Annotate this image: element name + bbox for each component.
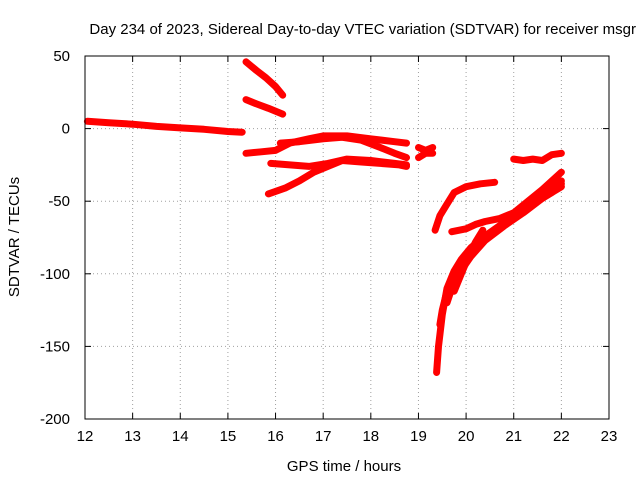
x-tick-label: 21 xyxy=(505,428,522,445)
y-tick-label: -150 xyxy=(40,338,70,355)
x-tick-label: 19 xyxy=(410,428,427,445)
chart-title: Day 234 of 2023, Sidereal Day-to-day VTE… xyxy=(89,21,636,38)
y-axis-label: SDTVAR / TECUs xyxy=(6,177,23,297)
axis-ticks: 12 13 14 15 16 17 18 19 20 21 22 23 50 0 -50 -100 -150 -2… xyxy=(40,48,617,445)
x-tick-label: 22 xyxy=(553,428,570,445)
trace-trace-6 xyxy=(264,157,410,198)
trace-trace-9 xyxy=(415,144,437,154)
x-tick-label: 12 xyxy=(77,428,94,445)
trace-trace-10 xyxy=(431,178,499,234)
plot-frame xyxy=(84,55,610,420)
data-traces xyxy=(83,58,565,376)
x-tick-label: 13 xyxy=(124,428,141,445)
x-tick-label: 14 xyxy=(172,428,189,445)
trace-trace-1 xyxy=(83,117,246,136)
x-tick-label: 15 xyxy=(220,428,237,445)
trace-trace-8 xyxy=(415,149,437,162)
x-tick-label: 20 xyxy=(458,428,475,445)
x-tick-label: 16 xyxy=(267,428,284,445)
x-tick-label: 17 xyxy=(315,428,332,445)
x-tick-label: 23 xyxy=(601,428,618,445)
trace-trace-14 xyxy=(436,183,565,329)
y-tick-label: -200 xyxy=(40,411,70,428)
y-tick-label: 0 xyxy=(62,121,70,138)
trace-trace-3 xyxy=(242,96,287,118)
y-tick-label: -50 xyxy=(48,193,70,210)
trace-trace-12 xyxy=(510,149,565,164)
trace-trace-15 xyxy=(443,177,565,307)
trace-trace-16 xyxy=(450,226,487,295)
x-axis-label: GPS time / hours xyxy=(287,458,401,475)
grid xyxy=(85,56,609,419)
trace-trace-11 xyxy=(448,168,565,236)
y-tick-label: -100 xyxy=(40,266,70,283)
trace-trace-2 xyxy=(242,58,287,99)
y-tick-label: 50 xyxy=(53,48,70,65)
trace-trace-7 xyxy=(276,133,410,162)
x-tick-label: 18 xyxy=(362,428,379,445)
